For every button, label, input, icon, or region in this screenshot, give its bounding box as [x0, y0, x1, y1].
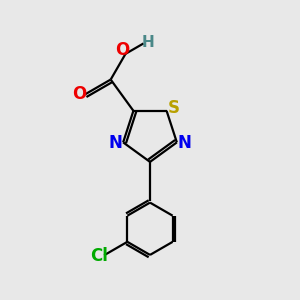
Text: O: O: [115, 41, 129, 59]
Text: Cl: Cl: [90, 248, 108, 266]
Text: H: H: [141, 35, 154, 50]
Text: O: O: [73, 85, 87, 103]
Text: N: N: [109, 134, 123, 152]
Text: S: S: [168, 99, 180, 117]
Text: N: N: [177, 134, 191, 152]
